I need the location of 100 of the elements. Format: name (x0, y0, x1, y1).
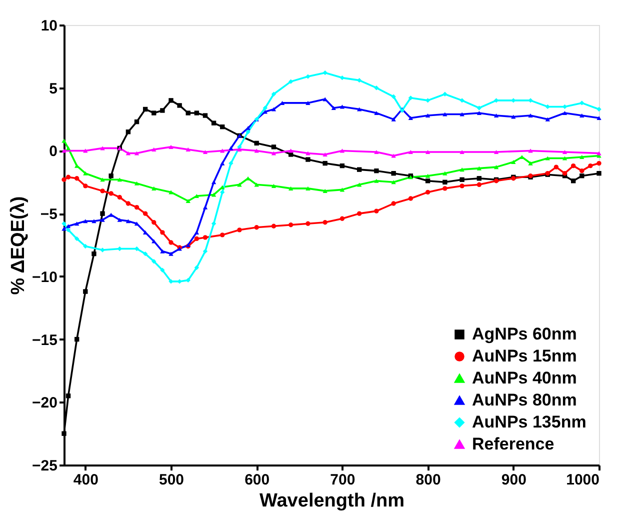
point (108, 212, 114, 217)
point (340, 188, 345, 192)
point (168, 252, 174, 256)
point (511, 114, 516, 119)
point (494, 165, 499, 170)
point (356, 107, 362, 112)
point (356, 167, 362, 172)
point (391, 201, 396, 206)
point (562, 156, 568, 160)
point (66, 228, 71, 232)
point (142, 251, 148, 256)
point (460, 177, 464, 182)
point (374, 208, 379, 214)
point (580, 100, 584, 106)
point (62, 431, 66, 436)
point (211, 221, 216, 226)
point (288, 79, 294, 84)
point (306, 100, 310, 105)
point (391, 171, 396, 176)
point (554, 164, 559, 170)
point (408, 196, 414, 201)
point (186, 198, 190, 204)
point (74, 222, 80, 226)
point (528, 98, 533, 103)
point (254, 140, 259, 146)
y-tick-label: −15 (32, 332, 58, 349)
point (545, 156, 550, 160)
point (545, 104, 550, 110)
point (100, 178, 105, 182)
point (228, 160, 234, 166)
point (271, 151, 276, 156)
x-tick-label: 900 (501, 472, 526, 488)
point (186, 278, 190, 283)
point (152, 186, 156, 190)
point (202, 235, 208, 240)
point (237, 228, 242, 232)
point (442, 186, 448, 191)
point (194, 110, 200, 116)
point (442, 171, 448, 176)
point (288, 222, 294, 228)
point (220, 232, 225, 238)
point (160, 268, 165, 272)
point (186, 147, 190, 152)
point (356, 211, 362, 216)
y-tick-label: 0 (49, 143, 58, 160)
point (322, 220, 328, 225)
point (62, 221, 66, 226)
point (476, 166, 482, 170)
point (177, 279, 182, 284)
point (83, 244, 88, 249)
legend-label: AgNPs 60nm (472, 324, 577, 344)
point (408, 150, 414, 154)
point (580, 154, 584, 160)
point (66, 224, 71, 228)
point (202, 248, 208, 254)
point (271, 184, 276, 188)
point (152, 147, 156, 152)
point (194, 230, 200, 234)
point (237, 147, 242, 152)
point (246, 130, 250, 134)
point (391, 180, 396, 184)
point (288, 186, 294, 190)
point (562, 150, 568, 154)
point (254, 225, 259, 230)
point (356, 182, 362, 187)
point (271, 224, 276, 228)
point (66, 146, 71, 150)
point (374, 86, 379, 90)
point (126, 151, 131, 156)
point (100, 188, 105, 194)
point (442, 92, 448, 96)
point (545, 117, 550, 122)
point (562, 171, 568, 176)
point (528, 161, 533, 166)
point (425, 150, 430, 154)
point (83, 171, 88, 176)
point (425, 178, 430, 184)
point (126, 201, 131, 206)
point (134, 204, 140, 210)
y-tick-label: 10 (40, 18, 58, 34)
point (340, 216, 345, 221)
point (391, 154, 396, 158)
y-tick-label: 5 (49, 80, 58, 98)
x-tick-label: 600 (244, 472, 270, 488)
point (596, 106, 602, 112)
point (271, 144, 276, 150)
point (168, 240, 174, 245)
x-axis-title: Wavelength /nm (260, 490, 404, 512)
point (194, 236, 200, 242)
point (596, 160, 602, 166)
point (194, 265, 200, 270)
point (425, 190, 430, 195)
point (442, 180, 448, 184)
point (476, 110, 482, 116)
legend-label: AuNPs 135nm (472, 412, 586, 432)
point (570, 178, 576, 184)
point (391, 117, 396, 122)
point (322, 188, 328, 193)
point (580, 174, 584, 178)
point (100, 218, 105, 222)
